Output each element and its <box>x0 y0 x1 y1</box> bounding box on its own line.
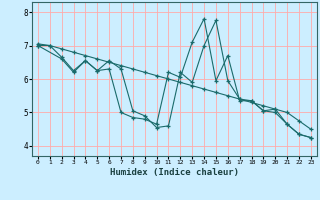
X-axis label: Humidex (Indice chaleur): Humidex (Indice chaleur) <box>110 168 239 177</box>
